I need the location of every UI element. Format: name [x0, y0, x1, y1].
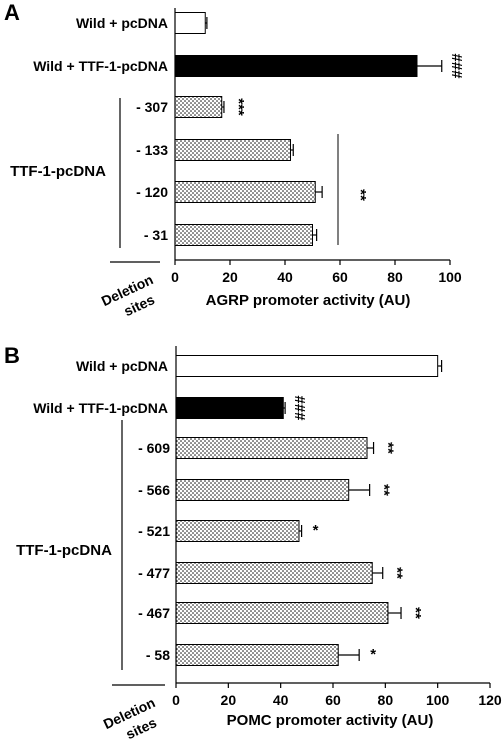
bar-b-0 [175, 355, 439, 377]
x-tick-label: 80 [378, 692, 394, 708]
panel-a-x-axis-label: AGRP promoter activity (AU) [206, 292, 411, 309]
bar-a-1 [174, 55, 418, 77]
panel-b-label: B [4, 343, 20, 368]
bar-a-0 [174, 12, 206, 34]
bar-label: - 477 [138, 565, 170, 581]
x-tick-label: 0 [171, 269, 179, 285]
panel-a-group-label: TTF-1-pcDNA [10, 163, 106, 180]
significance-annotation: ** [407, 607, 424, 619]
bar-b-6 [175, 602, 389, 624]
significance-annotation: ### [291, 395, 308, 421]
error-bar [312, 229, 318, 241]
panel-a-bars: Wild + pcDNA Wild + TTF-1-pcDNA ### - 307 **… [33, 12, 465, 246]
x-tick-label: 60 [332, 269, 348, 285]
panel-a: A Wild + pcDNA Wild + TTF-1-pcDNA ### - 307… [4, 0, 465, 319]
bar-label: - 307 [136, 99, 168, 115]
x-tick-label: 80 [387, 269, 403, 285]
bar-label: Wild + pcDNA [76, 15, 168, 31]
error-bar [417, 60, 443, 72]
bar-b-7 [175, 644, 339, 666]
bar-a-4 [174, 181, 316, 203]
error-bar [367, 442, 375, 454]
panel-a-x-ticks: 0 20 40 60 80 100 [171, 260, 462, 285]
panel-b-x-axis-label: POMC promoter activity (AU) [227, 712, 434, 729]
bar-a-5 [174, 224, 313, 246]
bar-b-5 [175, 562, 373, 584]
error-bar [315, 186, 323, 198]
panel-b: B Wild + pcDNA Wild + TTF-1-pcDNA ### - 609… [4, 343, 502, 740]
significance-annotation: ### [448, 53, 465, 79]
error-bar [283, 402, 286, 414]
panel-a-bracket-annotation: ** [352, 189, 369, 201]
bar-b-1 [175, 397, 284, 419]
significance-annotation: * [313, 522, 319, 539]
bar-label: - 521 [138, 523, 170, 539]
x-tick-label: 40 [273, 692, 289, 708]
bar-label: - 467 [138, 605, 170, 621]
x-tick-label: 20 [221, 692, 237, 708]
x-tick-label: 0 [172, 692, 180, 708]
significance-annotation: ** [380, 442, 397, 454]
bar-label: - 609 [138, 440, 170, 456]
panel-a-label: A [4, 0, 20, 25]
x-tick-label: 60 [325, 692, 341, 708]
bar-a-3 [174, 139, 291, 161]
error-bar [221, 101, 225, 113]
significance-annotation: ** [376, 484, 393, 496]
error-bar [437, 360, 443, 372]
significance-annotation: *** [230, 98, 247, 116]
bar-label: - 566 [138, 482, 170, 498]
error-bar [338, 649, 360, 661]
bar-a-2 [174, 96, 223, 118]
bar-b-4 [175, 520, 300, 542]
panel-b-group-label: TTF-1-pcDNA [16, 542, 112, 559]
error-bar [348, 484, 371, 496]
bar-b-3 [175, 479, 350, 501]
error-bar [205, 17, 208, 29]
panel-b-x-ticks: 0 20 40 60 80 100 120 [172, 683, 502, 708]
x-tick-label: 100 [438, 269, 462, 285]
x-tick-label: 20 [222, 269, 238, 285]
bar-label: Wild + TTF-1-pcDNA [33, 400, 168, 416]
error-bar [372, 567, 384, 579]
x-tick-label: 120 [478, 692, 502, 708]
error-bar [290, 144, 294, 156]
x-tick-label: 40 [277, 269, 293, 285]
bar-label: Wild + TTF-1-pcDNA [33, 58, 168, 74]
bar-label: - 133 [136, 142, 168, 158]
bar-b-2 [175, 437, 368, 459]
significance-annotation: ** [389, 567, 406, 579]
bar-label: Wild + pcDNA [76, 358, 168, 374]
error-bar [387, 607, 402, 619]
x-tick-label: 100 [426, 692, 450, 708]
bar-label: - 120 [136, 184, 168, 200]
significance-annotation: * [370, 646, 376, 663]
error-bar [298, 525, 303, 537]
bar-label: - 31 [144, 227, 168, 243]
bar-label: - 58 [146, 647, 170, 663]
